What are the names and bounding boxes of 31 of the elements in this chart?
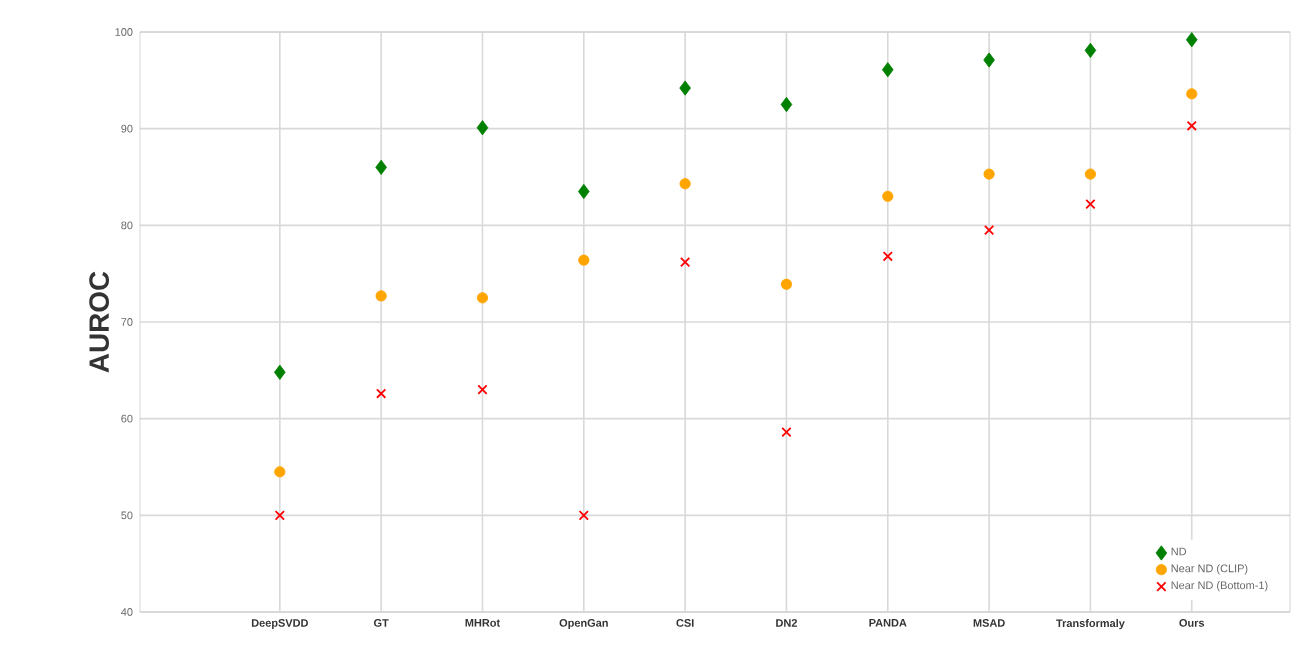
- point: [781, 427, 792, 438]
- point: [1084, 42, 1097, 58]
- point: [1186, 120, 1197, 131]
- point: [375, 290, 387, 302]
- point: [780, 96, 793, 113]
- point: [578, 183, 590, 200]
- point: [679, 178, 691, 190]
- point: [578, 254, 590, 266]
- point: [983, 225, 995, 236]
- point: [477, 384, 488, 395]
- point: [983, 168, 995, 180]
- point: [882, 190, 894, 202]
- point: [274, 466, 286, 478]
- point: [882, 251, 893, 262]
- point: [1186, 88, 1198, 100]
- point: [274, 510, 285, 521]
- y-axis-title: AUROC: [89, 271, 109, 373]
- point: [679, 80, 691, 96]
- point: [376, 388, 387, 399]
- point: [680, 256, 691, 268]
- point: [476, 292, 489, 304]
- point: [1084, 168, 1096, 180]
- point: [1185, 32, 1198, 48]
- point: [1085, 198, 1096, 210]
- point: [476, 120, 489, 136]
- point: [274, 364, 286, 380]
- point: [375, 159, 387, 175]
- point: [881, 62, 894, 78]
- point: [983, 52, 995, 68]
- point: [578, 510, 589, 521]
- point: [780, 278, 793, 290]
